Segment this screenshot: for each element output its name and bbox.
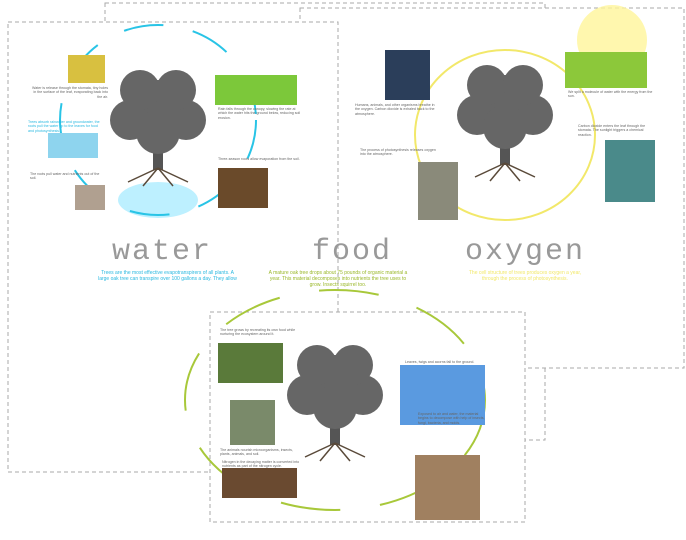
photo-icicles [48,133,98,158]
caption: The cell structure of trees produces oxy… [465,270,585,282]
water-glow [118,182,198,218]
note: The tree grows by recreating its own foo… [220,328,300,337]
caption: Trees are the most effective evapotransp… [95,270,240,282]
note: Nitrogen in the decaying matter is conve… [222,460,302,469]
note: Three-season roots allow evaporation fro… [218,157,303,161]
caption: A mature oak tree drops about 75 pounds … [268,270,408,288]
note: Carbon dioxide enters the leaf through t… [578,124,658,137]
photo-bark [418,162,458,220]
note: The process of photosynthesis releases o… [360,148,440,157]
title: food [312,235,392,269]
note: Humans, animals, and other organisms bre… [355,103,435,116]
note: Leaves, twigs and acorns fall to the gro… [405,360,485,364]
photo-soil [222,468,297,498]
photo-roots [75,185,105,210]
photo-leaves [565,52,647,88]
note: The roots pull water and nutrients out o… [30,172,105,181]
note: Trees absorb rainwater and groundwater, … [28,120,103,133]
photo-nuts [218,168,268,208]
photo-drops [215,75,297,105]
photo-cells [605,140,655,202]
photo-bird [385,50,430,100]
note: Exposed to air and water, the material b… [418,412,488,425]
note: Rain falls through the canopy, slowing t… [218,107,303,120]
photo-mushrooms [415,455,480,520]
photo-squirrel [230,400,275,445]
photo-forest [218,343,283,383]
note: Water is release through the stomata, ti… [30,86,108,99]
collage: water food oxygen Trees are the most eff… [0,0,686,540]
title: oxygen [465,235,585,269]
title: water [112,235,212,269]
note: The animals nourish microorganisms, inse… [220,448,300,457]
photo-flower [68,55,105,83]
note: We split a molecule of water with the en… [568,90,653,99]
